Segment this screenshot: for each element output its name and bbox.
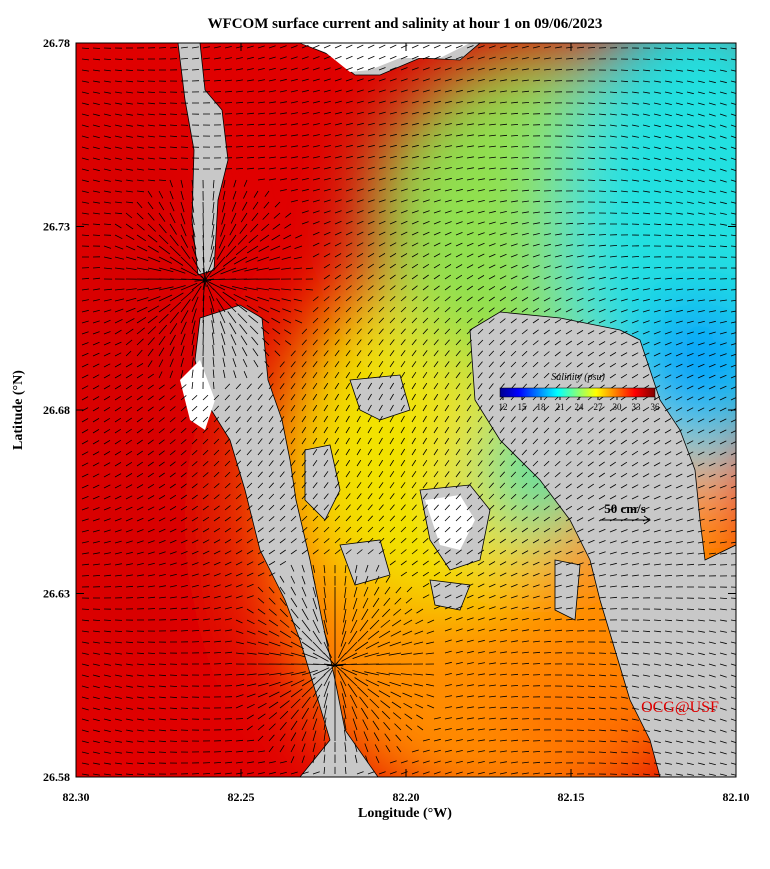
y-tick-label: 26.58	[43, 770, 70, 784]
colorbar	[499, 387, 656, 398]
colorbar-title: Salinity (psu)	[551, 372, 605, 383]
colorbar-tick-label: 30	[613, 402, 623, 412]
x-axis-label: Longitude (°W)	[358, 806, 452, 821]
scale-arrowhead	[643, 515, 651, 525]
map-title: WFCOM surface current and salinity at ho…	[208, 16, 603, 32]
colorbar-tick-label: 21	[556, 402, 565, 412]
x-tick-label: 82.30	[63, 790, 90, 804]
x-tick-label: 82.20	[393, 790, 420, 804]
colorbar-tick-label: 27	[594, 402, 604, 412]
colorbar-tick-label: 12	[499, 402, 508, 412]
colorbar-tick-label: 15	[518, 402, 528, 412]
x-tick-label: 82.15	[558, 790, 585, 804]
x-tick-label: 82.25	[228, 790, 255, 804]
colorbar-tick-label: 36	[651, 402, 661, 412]
y-tick-label: 26.73	[43, 220, 70, 234]
y-tick-label: 26.63	[43, 587, 70, 601]
colorbar-tick-label: 18	[537, 402, 547, 412]
y-tick-label: 26.78	[43, 36, 70, 50]
y-tick-label: 26.68	[43, 403, 70, 417]
colorbar-tick-label: 33	[632, 402, 642, 412]
salinity-field	[76, 43, 736, 777]
y-axis-label: Latitude (°N)	[11, 370, 26, 450]
x-tick-label: 82.10	[723, 790, 750, 804]
scale-label: 50 cm/s	[604, 501, 646, 516]
credit: OCG@USF	[641, 699, 719, 716]
dry-land	[180, 43, 475, 550]
current-vectors	[81, 44, 736, 776]
colorbar-tick-label: 24	[575, 402, 585, 412]
